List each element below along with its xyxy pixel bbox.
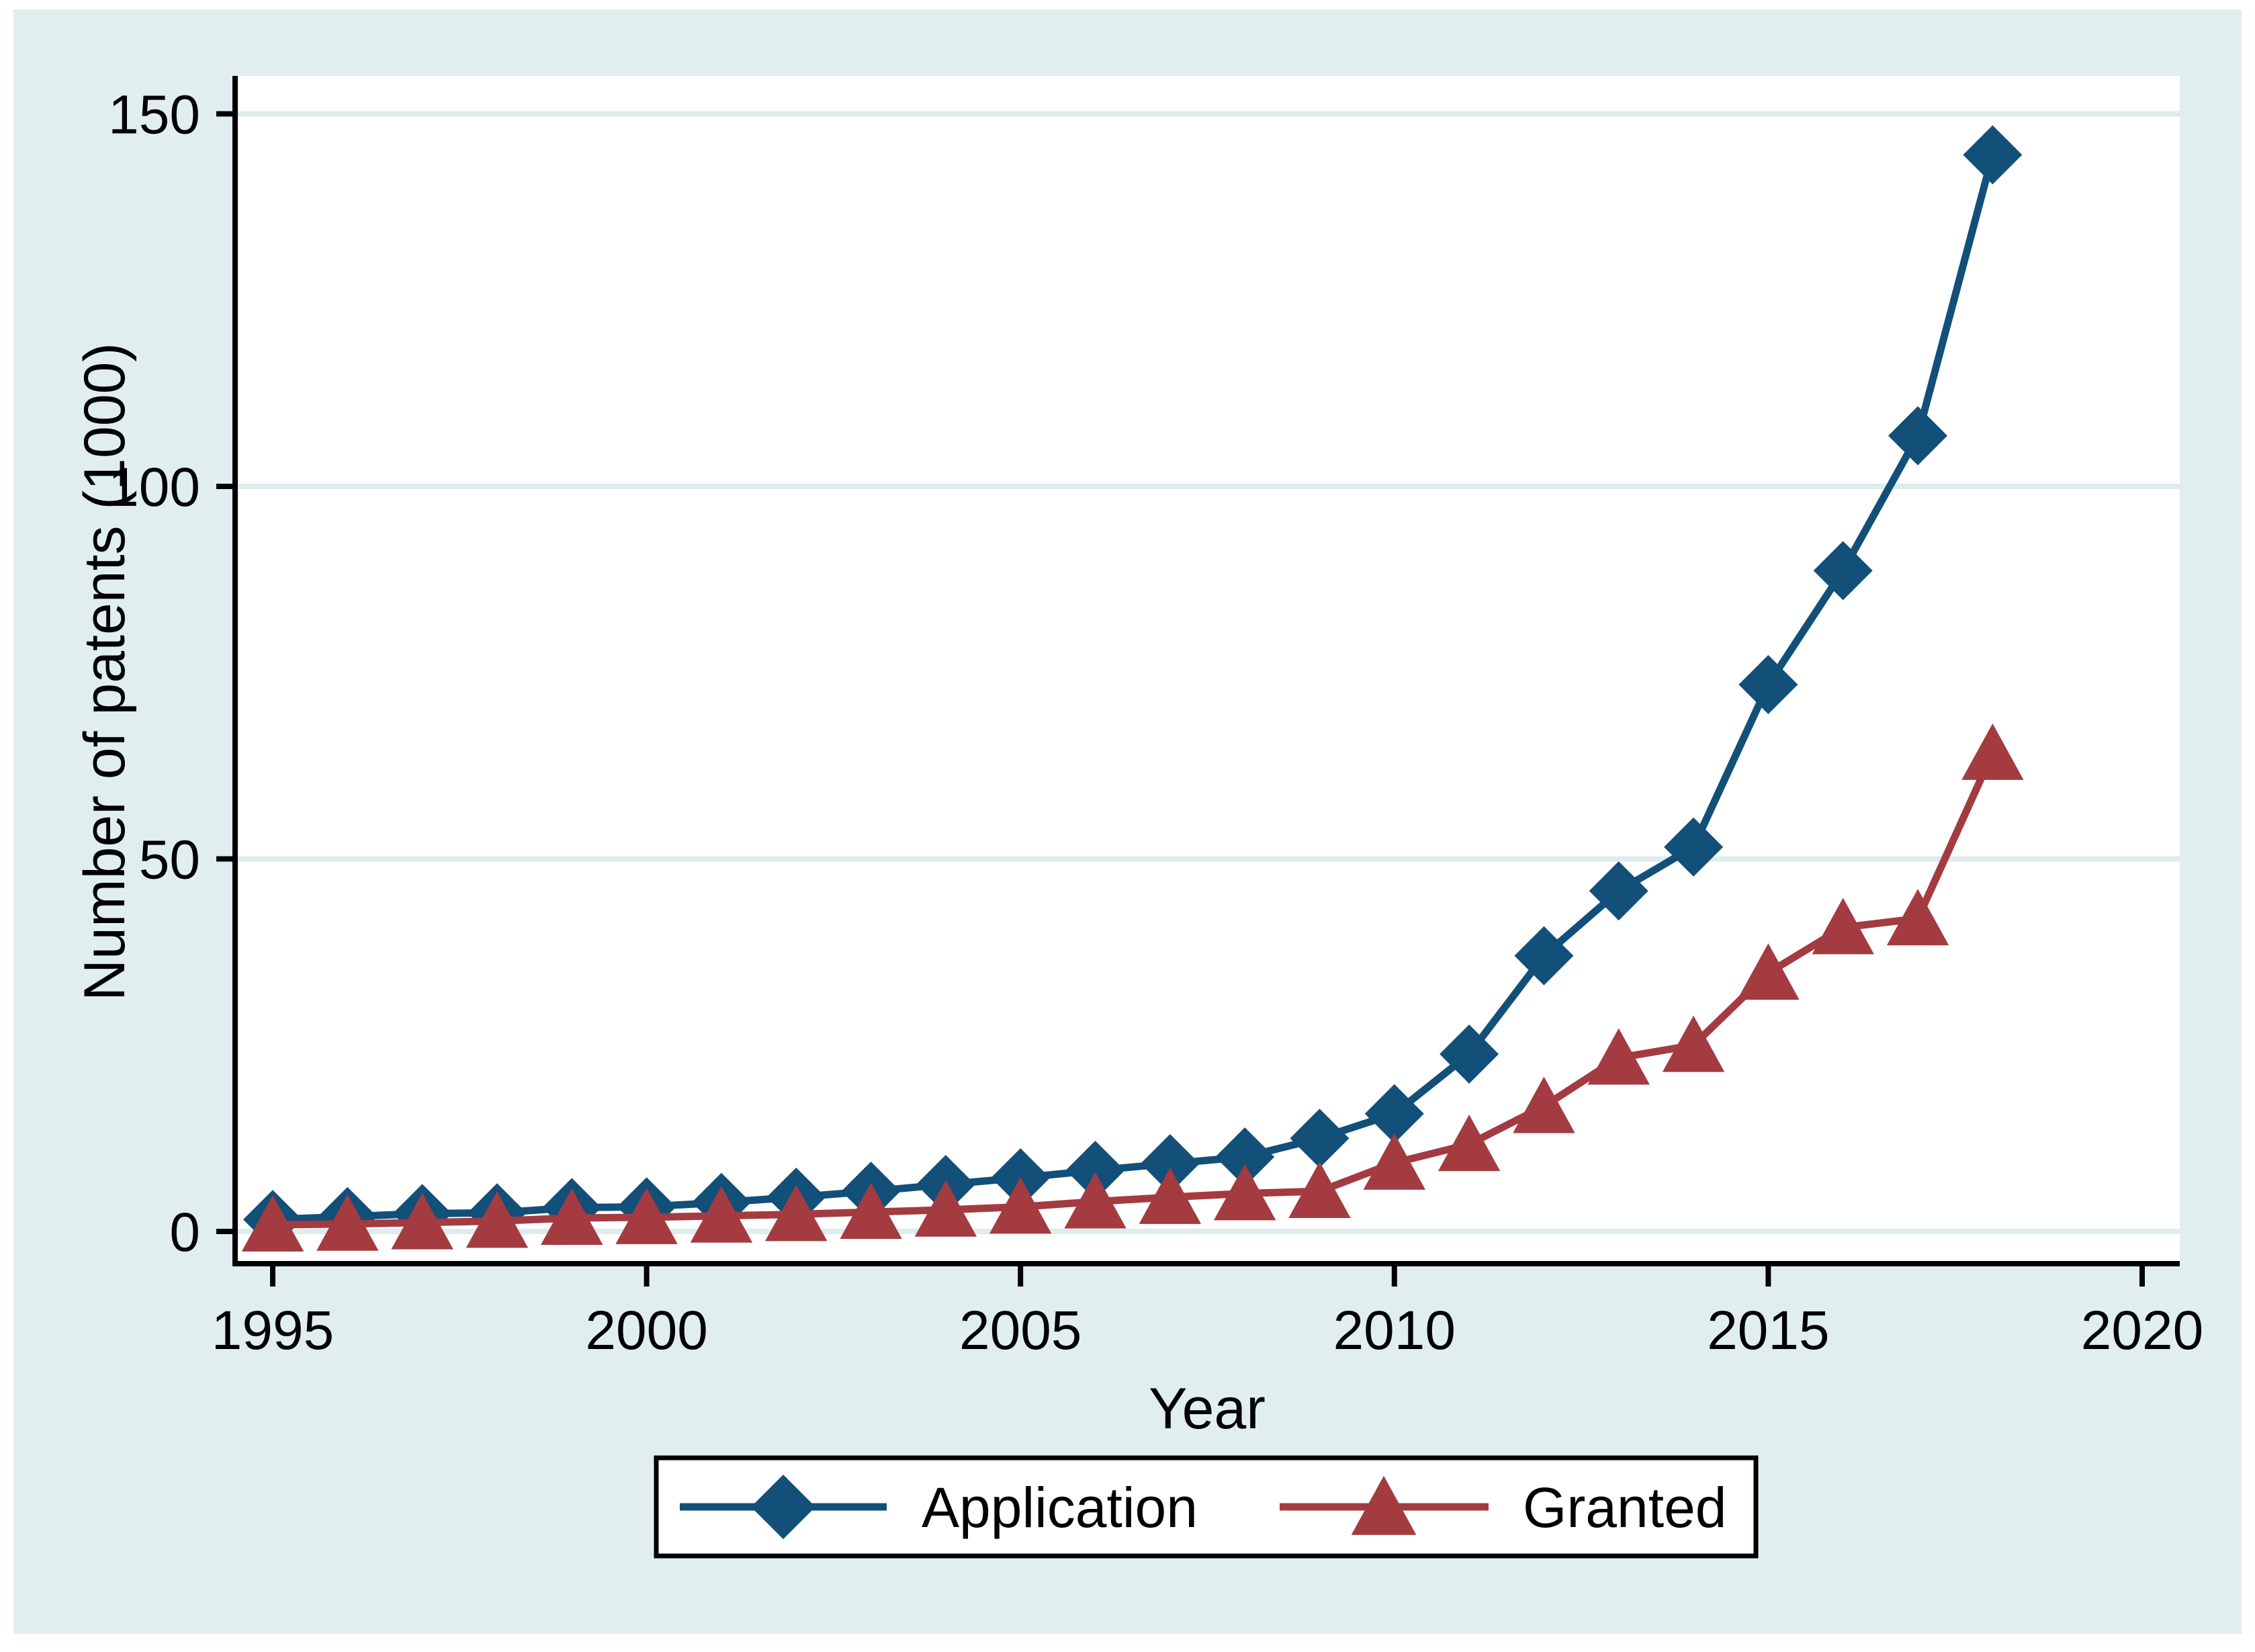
triangle-marker [1961, 723, 2024, 780]
x-axis-title: Year [1149, 1377, 1266, 1441]
triangle-marker [316, 1194, 379, 1251]
triangle-marker [1139, 1167, 1202, 1224]
diamond-marker [1514, 926, 1574, 986]
triangle-marker [1737, 943, 1800, 1000]
triangle-marker [1662, 1015, 1725, 1072]
triangle-marker [690, 1186, 753, 1243]
axes [232, 76, 2180, 1266]
triangle-marker [765, 1184, 828, 1242]
legend-samples [680, 1475, 1489, 1539]
diamond-marker [1589, 861, 1648, 921]
triangle-marker [241, 1194, 304, 1252]
triangle-marker [391, 1192, 453, 1250]
legend-label-granted: Granted [1523, 1476, 1727, 1539]
triangle-marker [615, 1187, 678, 1244]
diamond-marker [1664, 817, 1724, 877]
triangle-marker [1886, 889, 1949, 946]
triangle-marker [989, 1177, 1052, 1234]
diamond-marker [1963, 125, 2023, 185]
triangle-marker [1363, 1133, 1425, 1190]
x-tick-label-2005: 2005 [959, 1300, 1081, 1361]
y-axis-title: Number of patents (1000) [73, 343, 137, 1001]
plot-area [235, 76, 2180, 1264]
legend-diamond-marker [751, 1475, 815, 1539]
triangle-marker [541, 1188, 603, 1245]
data-series-layer [241, 125, 2024, 1252]
x-tick-label-1995: 1995 [212, 1300, 334, 1361]
triangle-marker [914, 1180, 977, 1237]
diamond-marker [1065, 1141, 1125, 1201]
y-tick-label-150: 150 [108, 85, 200, 146]
diamond-marker [1364, 1084, 1424, 1143]
triangle-marker [1288, 1162, 1351, 1219]
legend: Application Granted [654, 1455, 1759, 1559]
y-tick-label-50: 50 [139, 830, 200, 891]
x-tick-label-2015: 2015 [1707, 1300, 1829, 1361]
diamond-marker [1140, 1134, 1200, 1194]
x-tick-label-2000: 2000 [585, 1300, 707, 1361]
triangle-marker [466, 1191, 529, 1248]
triangle-marker [1812, 898, 1874, 955]
y-tick-label-100: 100 [108, 457, 200, 518]
triangle-marker [1213, 1164, 1276, 1221]
diamond-marker [1440, 1025, 1499, 1084]
diamond-marker [1888, 406, 1948, 466]
triangle-marker [1438, 1115, 1501, 1172]
x-tick-label-2010: 2010 [1333, 1300, 1456, 1361]
triangle-marker [1064, 1172, 1126, 1229]
series-granted [241, 723, 2024, 1252]
diamond-marker [1215, 1127, 1275, 1187]
y-tick-label-0: 0 [169, 1202, 200, 1263]
legend-triangle-marker [1351, 1475, 1417, 1535]
diamond-marker [1738, 654, 1798, 714]
triangle-marker [840, 1182, 902, 1240]
axis-ticks: 0 50 100 150 1995 2000 2005 2010 2015 2020 [108, 85, 2203, 1362]
diamond-marker [1290, 1108, 1350, 1168]
legend-label-application: Application [922, 1476, 1198, 1539]
triangle-marker [1587, 1028, 1650, 1085]
triangle-marker [1513, 1076, 1575, 1133]
diamond-marker [1813, 541, 1873, 601]
x-tick-label-2020: 2020 [2081, 1300, 2203, 1361]
